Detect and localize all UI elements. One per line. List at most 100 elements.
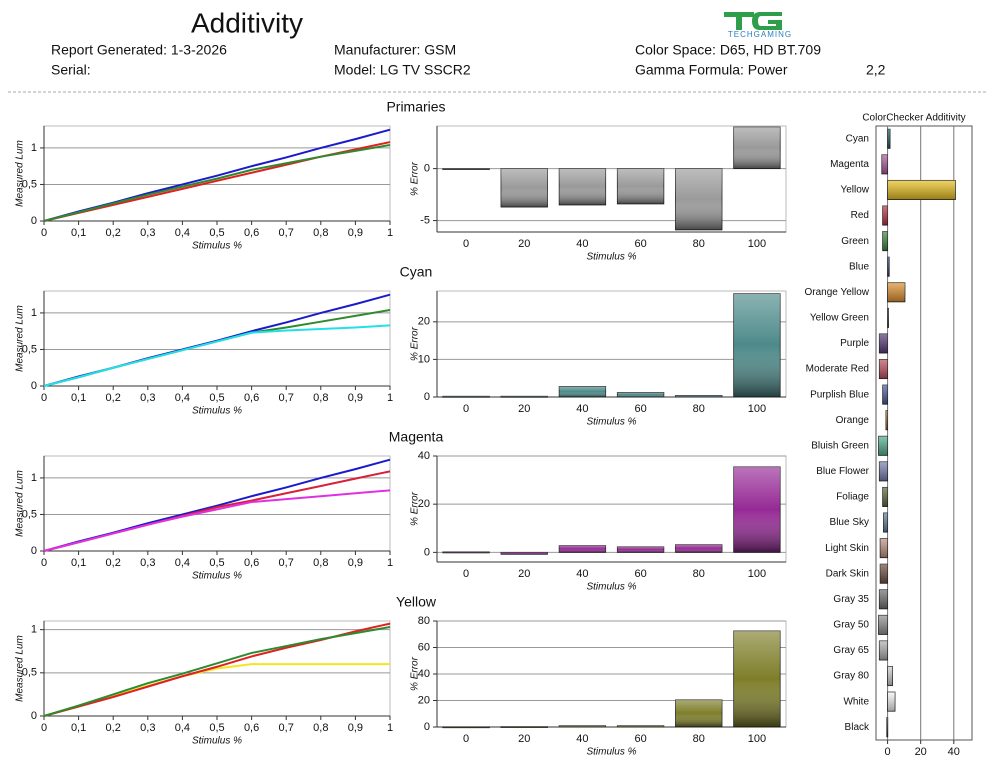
- x-tick-label: 0,1: [71, 722, 86, 734]
- x-tick-label: 40: [576, 568, 588, 580]
- bar: [887, 256, 890, 277]
- bar: [442, 395, 490, 398]
- x-tick-label: 0,6: [244, 722, 259, 734]
- y-tick-label: Gray 65: [833, 645, 869, 656]
- bar: [886, 717, 889, 738]
- y-axis-label: % Error: [410, 491, 421, 526]
- section-title: Yellow: [396, 594, 437, 610]
- series-line: [43, 144, 391, 222]
- y-tick-label: 40: [418, 450, 430, 462]
- bar: [887, 666, 893, 687]
- y-tick-label: 1: [31, 624, 37, 636]
- series-line: [43, 622, 391, 717]
- y-tick-label: 80: [418, 615, 430, 627]
- x-tick-label: 0,8: [313, 227, 328, 239]
- bar: [558, 725, 607, 728]
- logo-mark: [724, 12, 754, 30]
- y-tick-label: 0: [424, 721, 430, 733]
- color-space: Color Space: D65, HD BT.709: [635, 42, 821, 58]
- x-axis-label: Stimulus %: [586, 747, 636, 758]
- y-tick-label: 0: [424, 391, 430, 403]
- x-tick-label: 0,6: [244, 227, 259, 239]
- section-title: Magenta: [389, 429, 444, 445]
- bar: [733, 293, 781, 398]
- bar: [882, 205, 888, 226]
- x-axis-label: Stimulus %: [586, 417, 636, 428]
- y-tick-label: -5: [420, 214, 430, 226]
- bar: [881, 154, 888, 175]
- bar: [878, 614, 888, 635]
- x-tick-label: 100: [748, 568, 766, 580]
- x-tick-label: 0,4: [175, 392, 190, 404]
- y-tick-label: 1: [31, 142, 37, 154]
- x-tick-label: 0,3: [140, 227, 155, 239]
- bar: [616, 546, 665, 553]
- logo-mark: [752, 12, 782, 30]
- gamma-value: 2,2: [866, 62, 886, 78]
- x-tick-label: 40: [948, 746, 960, 758]
- y-tick-label: Purple: [840, 338, 869, 349]
- bar: [733, 466, 781, 553]
- bar: [558, 545, 607, 553]
- x-tick-label: 0,3: [140, 557, 155, 569]
- x-tick-label: 80: [693, 238, 705, 250]
- x-tick-label: 0,9: [348, 722, 363, 734]
- bar: [558, 386, 607, 398]
- x-tick-label: 0,8: [313, 557, 328, 569]
- x-tick-label: 0: [885, 746, 891, 758]
- y-tick-label: 40: [418, 668, 430, 680]
- bar: [878, 461, 888, 482]
- y-tick-label: 20: [418, 316, 430, 328]
- model: Model: LG TV SSCR2: [334, 62, 471, 78]
- y-tick-label: 0: [31, 380, 37, 392]
- bar: [882, 486, 888, 507]
- bar: [675, 395, 723, 398]
- x-tick-label: 20: [518, 238, 530, 250]
- x-tick-label: 0,2: [106, 227, 121, 239]
- bar: [442, 168, 490, 171]
- y-axis-label: % Error: [410, 326, 421, 361]
- x-tick-label: 0: [463, 568, 469, 580]
- x-tick-label: 0,5: [209, 227, 224, 239]
- x-tick-label: 80: [693, 403, 705, 415]
- x-tick-label: 0,4: [175, 722, 190, 734]
- bar: [442, 726, 490, 729]
- y-tick-label: Blue Flower: [816, 466, 869, 477]
- x-tick-label: 60: [634, 238, 646, 250]
- x-tick-label: 40: [576, 238, 588, 250]
- bar: [733, 630, 781, 728]
- x-tick-label: 0,5: [209, 722, 224, 734]
- serial: Serial:: [51, 62, 91, 78]
- x-tick-label: 0,1: [71, 392, 86, 404]
- y-tick-label: Foliage: [836, 492, 869, 503]
- y-tick-label: 0,5: [22, 343, 37, 355]
- y-tick-label: Blue: [849, 261, 869, 272]
- y-tick-label: Purplish Blue: [810, 389, 869, 400]
- section-title: Cyan: [400, 264, 433, 280]
- y-tick-label: Black: [845, 722, 870, 733]
- bar: [616, 725, 665, 728]
- x-tick-label: 100: [748, 238, 766, 250]
- x-tick-label: 100: [748, 403, 766, 415]
- x-tick-label: 0,4: [175, 227, 190, 239]
- y-tick-label: Blue Sky: [830, 517, 869, 528]
- x-tick-label: 0,6: [244, 557, 259, 569]
- y-axis-label: Measured Lum: [15, 140, 26, 207]
- y-tick-label: Yellow: [840, 185, 869, 196]
- y-tick-label: Orange: [836, 415, 870, 426]
- x-tick-label: 0: [463, 733, 469, 745]
- y-tick-label: 0,5: [22, 667, 37, 679]
- y-axis-label: % Error: [410, 161, 421, 196]
- x-tick-label: 0,7: [279, 722, 294, 734]
- x-tick-label: 0,5: [209, 392, 224, 404]
- x-tick-label: 0,4: [175, 557, 190, 569]
- x-tick-label: 0: [463, 238, 469, 250]
- y-tick-label: 0: [31, 545, 37, 557]
- bar: [887, 282, 906, 303]
- bar: [879, 538, 888, 559]
- bar: [883, 512, 888, 533]
- x-tick-label: 0: [463, 403, 469, 415]
- x-tick-label: 0,2: [106, 392, 121, 404]
- x-tick-label: 80: [693, 733, 705, 745]
- bar: [500, 168, 548, 208]
